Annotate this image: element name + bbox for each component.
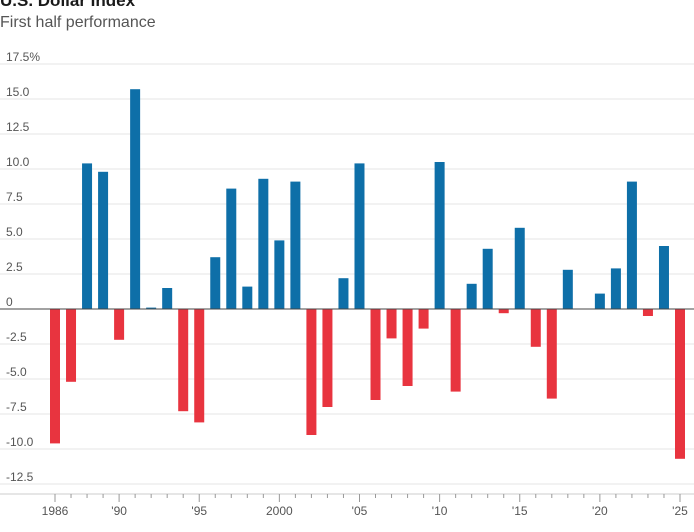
y-tick-label: 5.0 (6, 225, 23, 239)
bar-1995 (194, 309, 205, 423)
bar-2016 (530, 309, 541, 347)
bar-2001 (290, 181, 301, 309)
bar-2010 (434, 162, 445, 309)
x-tick-label: 2000 (266, 504, 293, 518)
bar-1989 (98, 171, 109, 309)
x-axis: 1986 '90 '95 2000 '05 '10 '15 '20 '25 (0, 493, 694, 518)
x-tick-label: 1986 (42, 504, 69, 518)
bar-1999 (258, 178, 269, 309)
y-tick-label: 17.5% (6, 50, 40, 64)
bar-1994 (178, 309, 189, 412)
y-tick-label: -10.0 (6, 435, 34, 449)
y-tick-label: 2.5 (6, 260, 23, 274)
bar-1998 (242, 286, 253, 309)
bar-2025 (675, 309, 685, 459)
bar-2011 (450, 309, 461, 392)
bar-1991 (130, 89, 141, 309)
y-tick-label: -7.5 (6, 400, 27, 414)
x-tick-label: '20 (592, 504, 608, 518)
bar-2004 (338, 278, 349, 309)
bar-2012 (466, 283, 477, 309)
bar-2023 (642, 309, 653, 316)
x-tick-label: '90 (111, 504, 127, 518)
bar-2017 (546, 309, 557, 399)
y-tick-label: 12.5 (6, 120, 30, 134)
y-tick-label: 7.5 (6, 190, 23, 204)
y-axis-labels: 17.5% 15.0 12.5 10.0 7.5 5.0 2.5 0 -2.5 -5.0 -7.5 -… (6, 50, 40, 484)
bar-2002 (306, 309, 317, 435)
y-tick-label: 0 (6, 295, 13, 309)
bar-2008 (402, 309, 413, 386)
y-tick-label: -2.5 (6, 330, 27, 344)
bar-2005 (354, 163, 365, 309)
bar-2020 (594, 293, 605, 309)
chart-title: U.S. Dollar Index (0, 0, 136, 10)
x-tick-label: '25 (672, 504, 688, 518)
bar-2007 (386, 309, 397, 339)
bar-2000 (274, 240, 285, 309)
bar-1996 (210, 257, 221, 309)
y-tick-label: -12.5 (6, 470, 34, 484)
bar-2021 (610, 268, 621, 309)
x-tick-label: '15 (512, 504, 528, 518)
x-tick-label: '10 (432, 504, 448, 518)
bar-2009 (418, 309, 429, 329)
gridlines (0, 63, 694, 485)
bar-2013 (482, 248, 493, 309)
bar-1997 (226, 188, 237, 309)
x-tick-label: '95 (191, 504, 207, 518)
bar-2003 (322, 309, 333, 407)
bars (50, 89, 685, 459)
bar-1987 (66, 309, 77, 382)
bar-1992 (146, 307, 157, 309)
chart-subtitle: First half performance (0, 14, 156, 31)
bar-2024 (658, 246, 669, 309)
bar-1993 (162, 288, 173, 309)
bar-2015 (514, 227, 525, 309)
bar-2006 (370, 309, 381, 400)
bar-1990 (114, 309, 125, 340)
bar-2022 (626, 181, 637, 309)
bar-1986 (50, 309, 60, 444)
y-tick-label: 15.0 (6, 85, 30, 99)
bar-2018 (562, 269, 573, 309)
bar-2014 (498, 309, 509, 314)
x-tick-label: '05 (352, 504, 368, 518)
y-tick-label: 10.0 (6, 155, 30, 169)
y-tick-label: -5.0 (6, 365, 27, 379)
bar-1988 (82, 163, 93, 309)
